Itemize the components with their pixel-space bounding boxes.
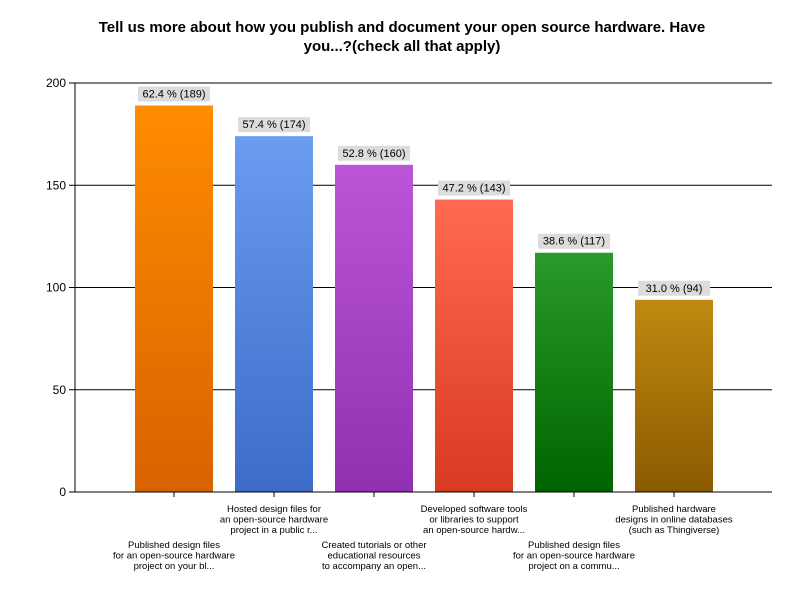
- y-tick-label: 150: [46, 178, 66, 192]
- category-label-line: to accompany an open...: [322, 561, 426, 572]
- bars-group: [135, 105, 713, 493]
- y-tick-label: 200: [46, 76, 66, 90]
- y-tick-label: 100: [46, 281, 66, 295]
- category-label-line: for an open-source hardware: [513, 551, 635, 562]
- axes: [69, 82, 772, 497]
- y-tick-labels: 0 50 100 150 200: [46, 76, 66, 499]
- data-label: 31.0 % (94): [646, 283, 703, 295]
- category-label-line: project in a public r...: [230, 525, 317, 536]
- data-label-box: [538, 233, 610, 249]
- chart-title-line-1: Tell us more about how you publish and d…: [99, 19, 705, 36]
- bar: [435, 199, 513, 492]
- category-label-line: Developed software tools: [421, 504, 528, 515]
- y-tick-label: 0: [59, 485, 66, 499]
- bar: [635, 299, 713, 492]
- data-labels: 62.4 % (189) 57.4 % (174) 52.8 % (160) 47.2…: [138, 86, 710, 296]
- category-label-line: Created tutorials or other: [321, 540, 426, 551]
- data-label: 47.2 % (143): [443, 183, 506, 195]
- bar: [335, 164, 413, 493]
- data-label: 57.4 % (174): [243, 119, 306, 131]
- category-label-line: an open-source hardware: [220, 515, 328, 526]
- data-label-box: [438, 180, 510, 196]
- category-label-line: Published design files: [528, 540, 620, 551]
- category-label-line: designs in online databases: [615, 515, 733, 526]
- category-label-line: project on your bl...: [134, 561, 215, 572]
- chart-title-line-2: you...?(check all that apply): [304, 38, 501, 55]
- category-label-line: educational resources: [328, 551, 421, 562]
- category-label-line: Published design files: [128, 540, 220, 551]
- category-label-line: (such as Thingiverse): [629, 525, 720, 536]
- data-label: 52.8 % (160): [343, 148, 406, 160]
- category-label-line: Hosted design files for: [227, 504, 321, 515]
- data-label-box: [138, 86, 210, 102]
- bar: [235, 136, 313, 493]
- category-label-line: for an open-source hardware: [113, 551, 235, 562]
- data-label: 38.6 % (117): [543, 236, 605, 248]
- bar: [135, 105, 213, 493]
- category-label-line: project on a commu...: [528, 561, 619, 572]
- category-label-line: Published hardware: [632, 504, 716, 515]
- data-label: 62.4 % (189): [143, 88, 206, 100]
- category-label-line: an open-source hardw...: [423, 525, 525, 536]
- data-label-box: [638, 280, 710, 296]
- data-label-box: [238, 117, 310, 133]
- category-label-line: or libraries to support: [429, 515, 519, 526]
- bar: [535, 252, 613, 492]
- data-label-box: [338, 145, 410, 161]
- y-tick-label: 50: [53, 383, 67, 397]
